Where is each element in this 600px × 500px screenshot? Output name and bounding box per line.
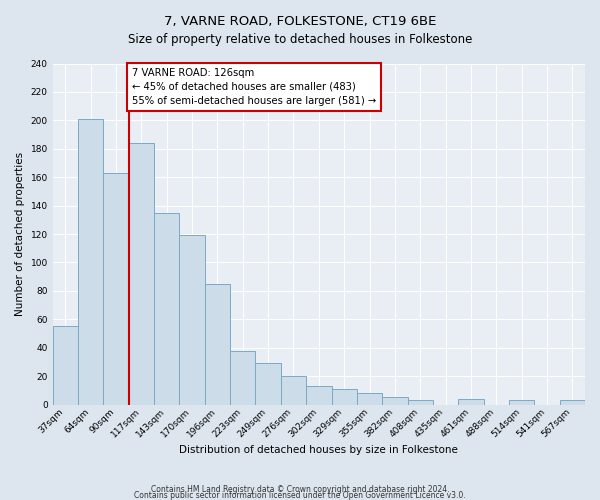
Bar bbox=[179, 236, 205, 404]
Bar bbox=[357, 393, 382, 404]
Bar bbox=[458, 399, 484, 404]
Bar bbox=[103, 173, 129, 404]
Bar bbox=[53, 326, 78, 404]
Bar bbox=[407, 400, 433, 404]
Text: 7 VARNE ROAD: 126sqm
← 45% of detached houses are smaller (483)
55% of semi-deta: 7 VARNE ROAD: 126sqm ← 45% of detached h… bbox=[132, 68, 376, 106]
Bar bbox=[205, 284, 230, 405]
Text: Size of property relative to detached houses in Folkestone: Size of property relative to detached ho… bbox=[128, 32, 472, 46]
Bar bbox=[560, 400, 585, 404]
Bar bbox=[129, 143, 154, 405]
Bar bbox=[509, 400, 535, 404]
Text: 7, VARNE ROAD, FOLKESTONE, CT19 6BE: 7, VARNE ROAD, FOLKESTONE, CT19 6BE bbox=[164, 15, 436, 28]
Bar bbox=[256, 364, 281, 405]
Text: Contains public sector information licensed under the Open Government Licence v3: Contains public sector information licen… bbox=[134, 490, 466, 500]
Bar bbox=[230, 350, 256, 405]
Y-axis label: Number of detached properties: Number of detached properties bbox=[15, 152, 25, 316]
Text: Contains HM Land Registry data © Crown copyright and database right 2024.: Contains HM Land Registry data © Crown c… bbox=[151, 484, 449, 494]
Bar bbox=[78, 119, 103, 405]
Bar bbox=[332, 389, 357, 404]
Bar bbox=[281, 376, 306, 404]
Bar bbox=[382, 398, 407, 404]
Bar bbox=[154, 212, 179, 404]
X-axis label: Distribution of detached houses by size in Folkestone: Distribution of detached houses by size … bbox=[179, 445, 458, 455]
Bar bbox=[306, 386, 332, 404]
